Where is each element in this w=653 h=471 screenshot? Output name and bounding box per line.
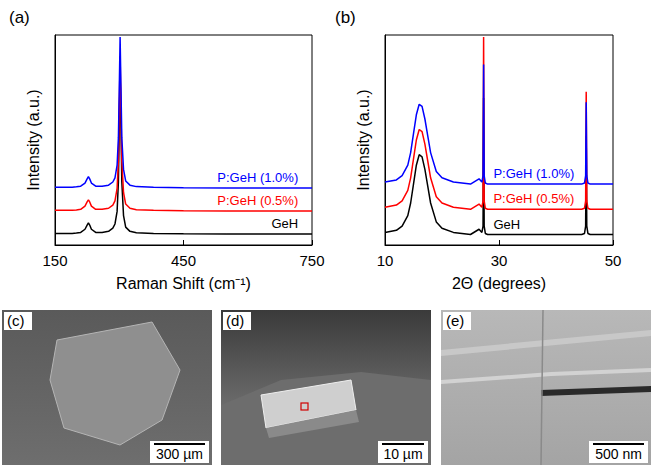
svg-text:10 µm: 10 µm bbox=[383, 446, 422, 462]
svg-text:GeH: GeH bbox=[493, 217, 520, 232]
svg-text:Raman Shift (cm⁻¹): Raman Shift (cm⁻¹) bbox=[116, 275, 251, 292]
svg-text:P:GeH (0.5%): P:GeH (0.5%) bbox=[217, 193, 298, 208]
svg-text:50: 50 bbox=[605, 252, 622, 269]
svg-text:P:GeH (0.5%): P:GeH (0.5%) bbox=[493, 191, 574, 206]
svg-text:300 µm: 300 µm bbox=[156, 446, 203, 462]
svg-text:(e): (e) bbox=[446, 312, 464, 329]
svg-text:(b): (b) bbox=[335, 8, 356, 27]
svg-text:30: 30 bbox=[491, 252, 508, 269]
svg-text:(d): (d) bbox=[226, 312, 244, 329]
svg-text:P:GeH (1.0%): P:GeH (1.0%) bbox=[493, 166, 574, 181]
svg-text:500 nm: 500 nm bbox=[595, 446, 642, 462]
svg-text:Intensity (a.u.): Intensity (a.u.) bbox=[355, 89, 372, 190]
svg-text:Intensity (a.u.): Intensity (a.u.) bbox=[25, 89, 42, 190]
svg-text:10: 10 bbox=[377, 252, 394, 269]
svg-text:(c): (c) bbox=[7, 312, 25, 329]
svg-text:750: 750 bbox=[299, 252, 324, 269]
svg-text:450: 450 bbox=[171, 252, 196, 269]
svg-text:150: 150 bbox=[42, 252, 67, 269]
svg-text:2Θ (degrees): 2Θ (degrees) bbox=[452, 275, 546, 292]
svg-text:(a): (a) bbox=[9, 8, 30, 27]
svg-text:GeH: GeH bbox=[271, 216, 298, 231]
svg-text:P:GeH (1.0%): P:GeH (1.0%) bbox=[217, 170, 298, 185]
